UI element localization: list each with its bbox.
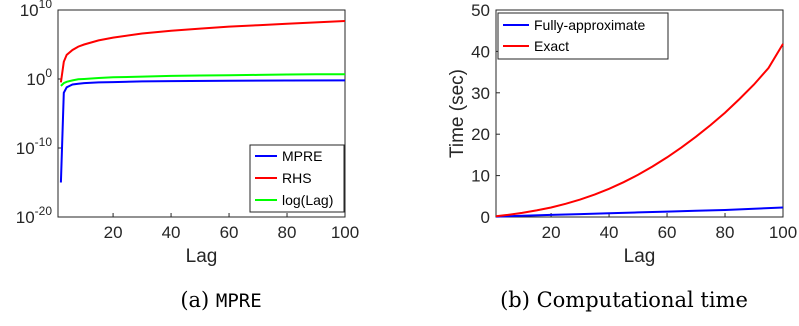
chart-b-xtick-label: 80: [716, 223, 735, 242]
chart-b-xlabel: Lag: [624, 246, 656, 267]
chart-b-ytick-label: 20: [471, 125, 490, 144]
caption-b: (b) Computational time: [500, 288, 748, 312]
chart-a-xtick-label: 20: [104, 223, 123, 242]
chart-b-xtick-label: 40: [600, 223, 619, 242]
chart-a-mpre: 20 40 60 80 100 1010 100 10-10 10-20 Lag MPRE RHS lo…: [16, 0, 359, 267]
chart-b-xtick-label: 60: [658, 223, 677, 242]
chart-a-legend: MPRE RHS log(Lag): [249, 144, 345, 213]
chart-b-ytick-label: 0: [481, 208, 490, 227]
chart-b-legend-label-fully-approximate: Fully-approximate: [534, 17, 645, 33]
chart-a-legend-label-mpre: MPRE: [282, 148, 322, 164]
chart-a-ytick-label: 10-10: [16, 135, 53, 158]
chart-b-legend-label-exact: Exact: [534, 38, 569, 54]
chart-b-ytick-label: 30: [471, 84, 490, 103]
chart-b-ytick-label: 10: [471, 167, 490, 186]
chart-b-ytick-label: 40: [471, 42, 490, 61]
chart-a-xtick-label: 100: [331, 223, 359, 242]
chart-b-legend-box: [497, 12, 669, 60]
caption-a: (a) MPRE: [180, 288, 261, 312]
chart-a-xlabel: Lag: [186, 246, 218, 267]
chart-a-xtick-label: 40: [162, 223, 181, 242]
chart-a-series-mpre: [59, 79, 346, 183]
chart-b-ylabel: Time (sec): [447, 69, 468, 158]
chart-b-xtick-label: 100: [769, 223, 797, 242]
chart-a-series-log-lag: [60, 73, 346, 87]
chart-a-ytick-label: 1010: [20, 0, 53, 20]
chart-a-xtick-label: 60: [220, 223, 239, 242]
chart-a-legend-label-log-lag: log(Lag): [282, 192, 333, 208]
chart-b-legend: Fully-approximate Exact: [497, 12, 669, 60]
chart-a-series-rhs: [59, 20, 346, 83]
chart-b-computational-time: 20 40 60 80 100 0 10 20 30 40 50 Lag Time (sec) Fully…: [447, 1, 797, 267]
chart-b-series-fully-approximate: [495, 206, 784, 218]
chart-b-ytick-label: 50: [471, 1, 490, 20]
chart-a-ytick-label: 100: [26, 66, 52, 89]
chart-a-legend-label-rhs: RHS: [282, 170, 312, 186]
chart-a-xtick-label: 80: [278, 223, 297, 242]
chart-a-ytick-label: 10-20: [16, 204, 53, 227]
chart-b-series-exact: [495, 43, 784, 218]
chart-b-xtick-label: 20: [542, 223, 561, 242]
